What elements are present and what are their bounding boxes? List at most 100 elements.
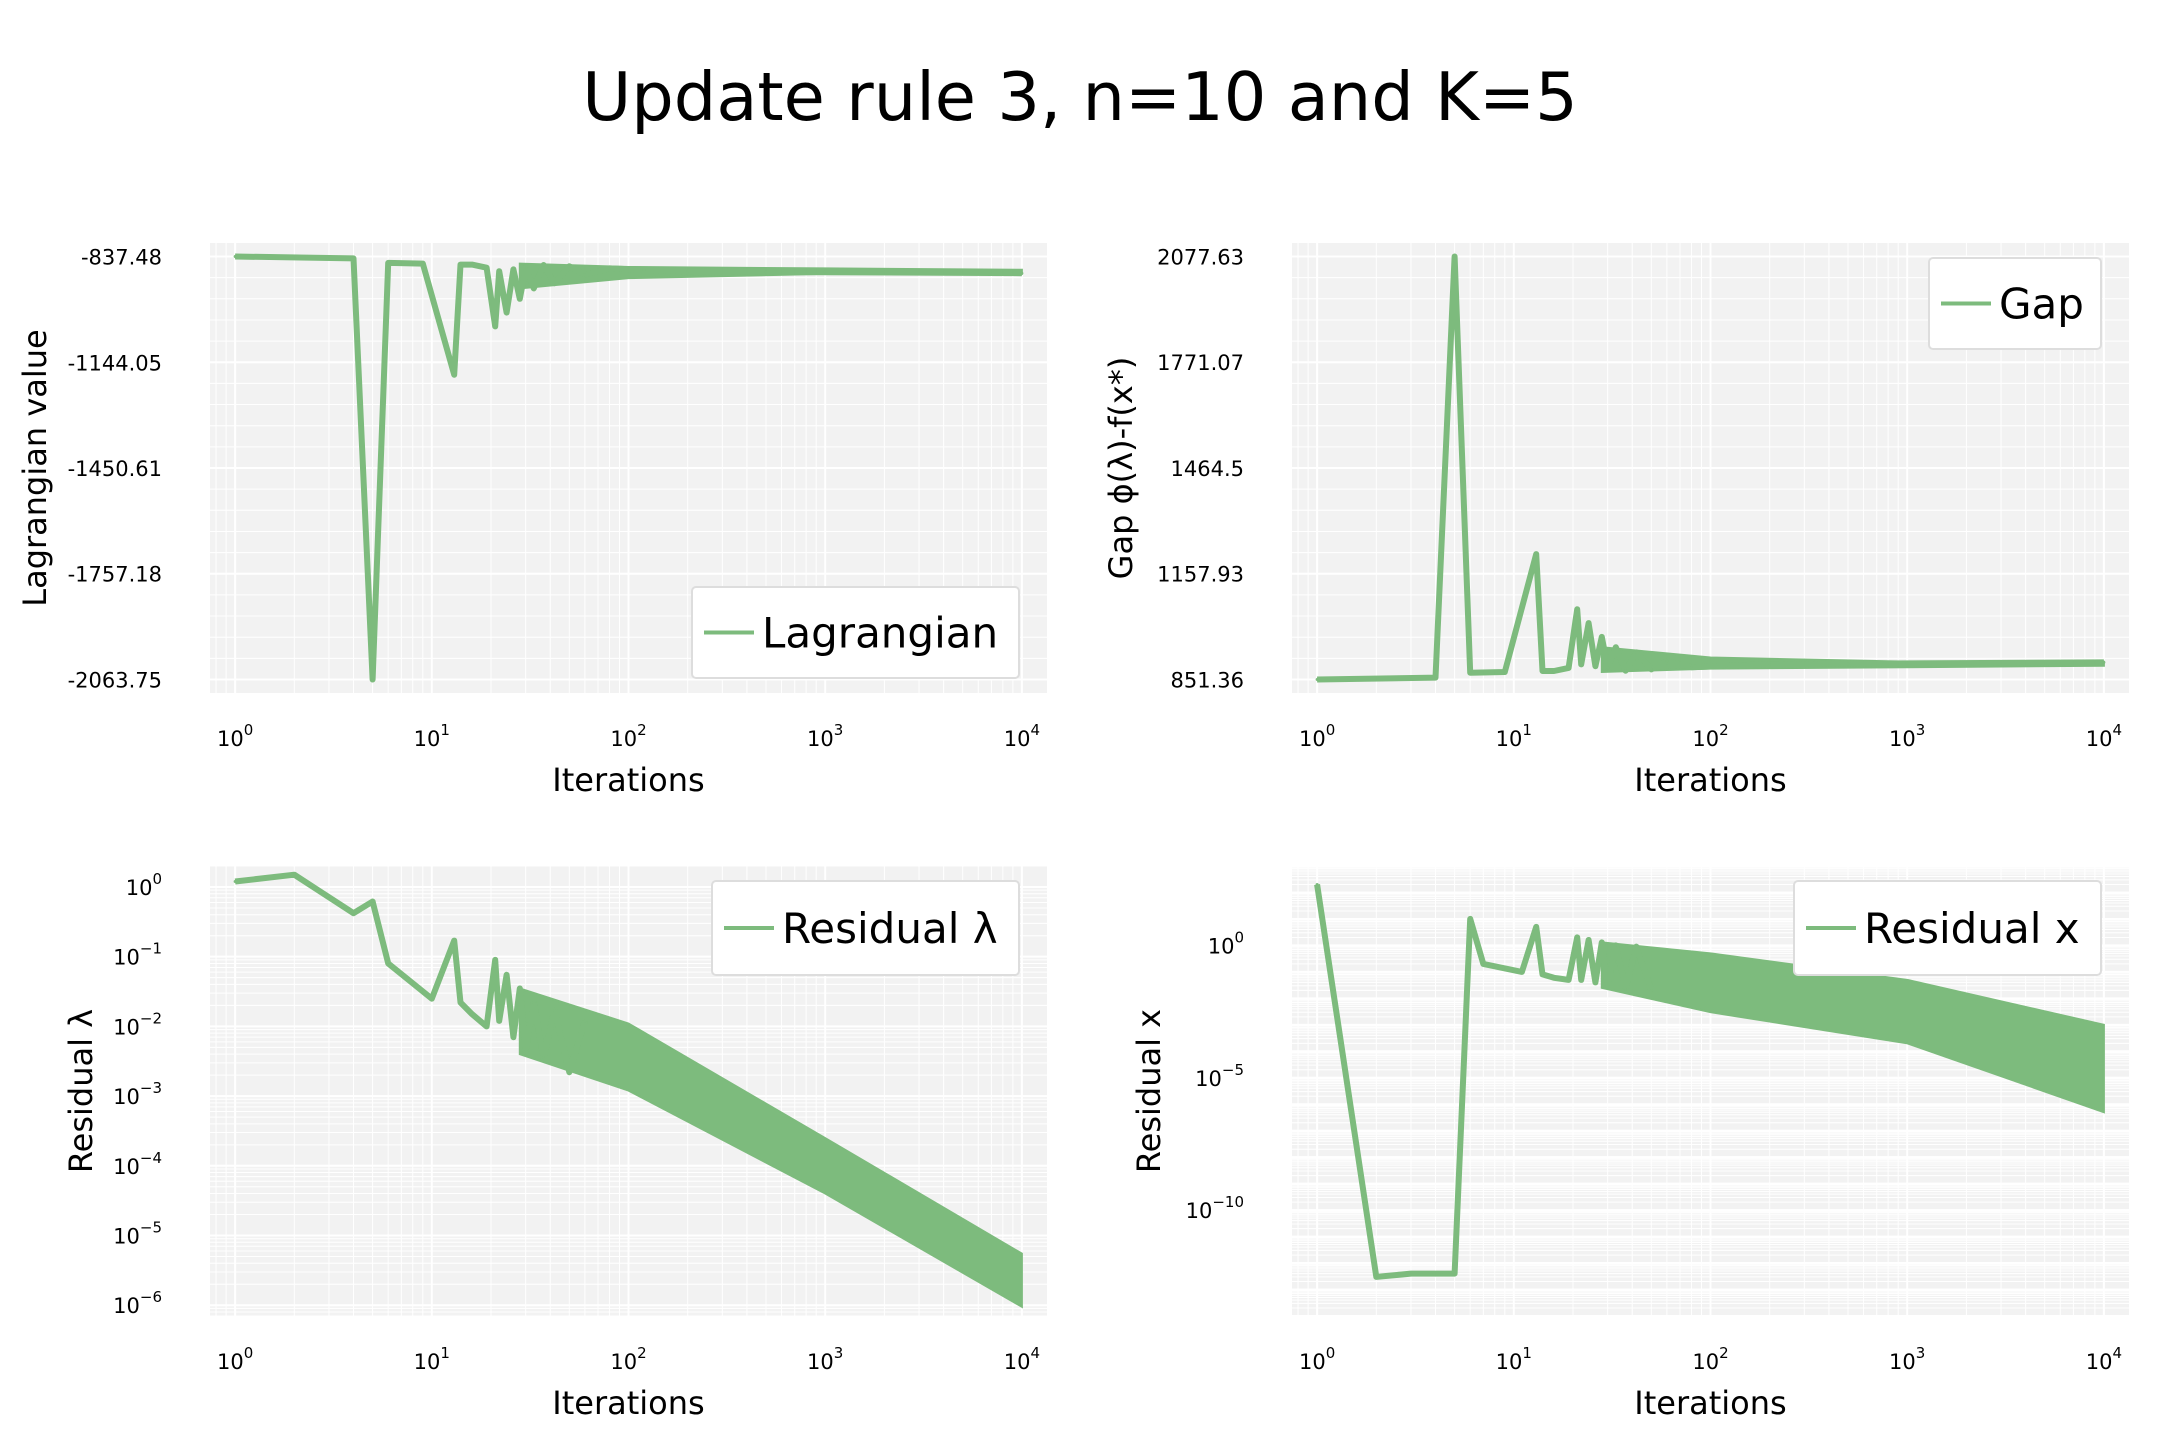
data-point — [518, 986, 522, 990]
data-point — [1634, 650, 1638, 654]
residual-lambda-panel: 100 101 102 103 104 100 10−1 10−2 10−3 10−4 10−5 10… — [62, 865, 1047, 1422]
y-tick-label: -837.48 — [81, 246, 162, 270]
data-point — [1552, 669, 1556, 673]
x-tick-label: 102 — [610, 1344, 646, 1374]
oscillation-band — [1600, 941, 2105, 1114]
data-point — [505, 973, 509, 977]
y-tick-label: 100 — [126, 870, 162, 900]
data-point — [1315, 678, 1319, 681]
data-point — [511, 1035, 515, 1039]
data-point — [1503, 670, 1507, 674]
legend-box — [691, 586, 1020, 679]
data-point — [233, 255, 237, 259]
data-point — [1552, 976, 1556, 980]
x-tick-label: 102 — [1692, 1344, 1728, 1374]
data-point — [2102, 660, 2106, 664]
x-tick-label: 100 — [1299, 721, 1335, 751]
y-tick-label: 10−5 — [1195, 1061, 1244, 1091]
data-point — [497, 269, 501, 273]
data-point — [459, 1001, 463, 1005]
data-point — [497, 1019, 501, 1023]
data-point — [524, 266, 528, 270]
x-tick-label: 103 — [807, 721, 843, 751]
y-tick-label: 10−10 — [1186, 1193, 1244, 1223]
data-point — [1768, 662, 1772, 666]
data-point — [459, 263, 463, 267]
data-point — [1453, 1272, 1457, 1276]
data-point — [542, 263, 546, 267]
data-point — [430, 997, 434, 1001]
data-point — [524, 1049, 528, 1053]
y-tick-label: 10−2 — [113, 1009, 162, 1039]
data-point — [1434, 676, 1438, 680]
data-point — [371, 899, 375, 903]
x-tick-label: 100 — [1299, 1344, 1335, 1374]
data-point — [1453, 255, 1457, 258]
y-tick-label: 1464.5 — [1171, 457, 1244, 481]
legend-box — [1928, 257, 2102, 350]
data-point — [292, 873, 296, 877]
data-point — [493, 958, 497, 962]
data-point — [1600, 940, 1604, 944]
data-point — [823, 270, 827, 274]
data-point — [1575, 607, 1579, 611]
legend: Residual λ — [711, 880, 1020, 976]
x-tick-label: 101 — [1496, 1344, 1532, 1374]
data-point — [470, 263, 474, 267]
data-point — [1593, 664, 1597, 668]
data-point — [1315, 883, 1319, 887]
data-point — [1541, 972, 1545, 976]
y-axis-label: Gap ϕ(λ)-f(x*) — [1102, 357, 1140, 580]
data-point — [386, 261, 390, 265]
data-point — [1567, 978, 1571, 982]
data-point — [1649, 667, 1653, 671]
x-axis-label: Iterations — [1634, 1384, 1786, 1422]
x-tick-label: 100 — [217, 1344, 253, 1374]
series-line — [235, 253, 1022, 683]
legend: Lagrangian — [691, 586, 1020, 679]
data-point — [583, 273, 587, 277]
y-tick-label: 10−6 — [113, 1288, 162, 1318]
data-point — [1534, 925, 1538, 929]
residual-x-panel: 100 101 102 103 104 100 10−5 10−10 Iterations Res… — [1130, 865, 2129, 1422]
data-point — [1520, 970, 1524, 974]
data-point — [583, 1019, 587, 1023]
y-tick-label: -1144.05 — [68, 351, 162, 375]
data-point — [1624, 986, 1628, 990]
data-point — [1689, 665, 1693, 669]
y-tick-label: 1157.93 — [1157, 563, 1244, 587]
lagrangian-panel: 100 101 102 103 104 -837.48 -1144.05 -1450.61 -1… — [16, 243, 1047, 799]
data-point — [1665, 659, 1669, 663]
x-tick-label: 103 — [1889, 721, 1925, 751]
data-point — [1614, 645, 1618, 649]
data-point — [1624, 669, 1628, 673]
legend-label: Lagrangian — [762, 609, 998, 658]
legend-label: Gap — [1999, 280, 2084, 329]
x-tick-label: 101 — [414, 1344, 450, 1374]
legend-box — [711, 880, 1020, 976]
data-point — [505, 311, 509, 315]
oscillation-band — [518, 987, 1023, 1309]
data-point — [1593, 980, 1597, 984]
data-point — [607, 266, 611, 270]
data-point — [386, 961, 390, 965]
x-tick-label: 101 — [414, 721, 450, 751]
data-point — [1606, 666, 1610, 670]
legend-label: Residual λ — [782, 904, 998, 953]
data-point — [642, 268, 646, 272]
y-tick-label: -1757.18 — [68, 563, 162, 587]
y-tick-label: 1771.07 — [1157, 351, 1244, 375]
x-tick-label: 103 — [807, 1344, 843, 1374]
data-point — [1724, 664, 1728, 668]
data-point — [1575, 935, 1579, 939]
data-point — [371, 678, 375, 681]
data-point — [352, 911, 356, 915]
legend-box — [1793, 880, 2102, 976]
data-point — [1567, 666, 1571, 670]
data-point — [552, 1008, 556, 1012]
data-point — [1579, 662, 1583, 666]
gap-panel: 100 101 102 103 104 2077.63 1771.07 1464.5 1157.… — [1102, 243, 2129, 799]
y-tick-label: -2063.75 — [68, 669, 162, 693]
y-tick-label: 851.36 — [1171, 669, 1244, 693]
